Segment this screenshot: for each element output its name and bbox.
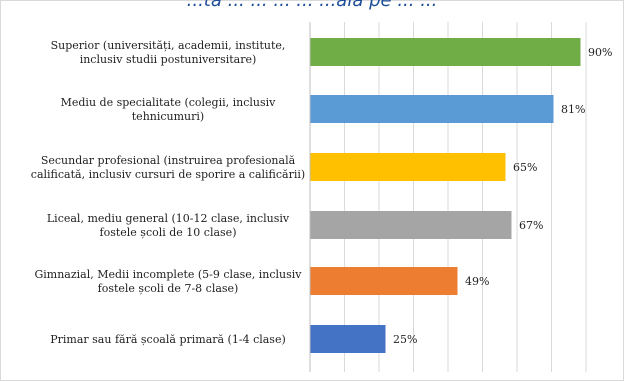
data-label-3: 67% [519, 219, 543, 232]
bar-2 [310, 153, 506, 181]
bar-3 [310, 211, 512, 239]
category-label-5: Primar sau fără școală primară (1-4 clas… [50, 333, 286, 346]
category-label-3-line-1: fostele școli de 10 clase) [100, 226, 237, 239]
category-label-5-line-0: Primar sau fără școală primară (1-4 clas… [50, 333, 286, 346]
category-label-0: Superior (universități, academii, instit… [51, 39, 286, 66]
category-label-2-line-0: Secundar profesional (instruirea profesi… [41, 154, 296, 167]
category-label-0-line-1: inclusiv studii postuniversitare) [80, 53, 257, 66]
grid-layer [309, 22, 587, 372]
data-label-5: 25% [393, 333, 417, 346]
bar-layer [310, 38, 581, 353]
category-label-1: Mediu de specialitate (colegii, inclusiv… [61, 96, 277, 123]
category-label-4-line-0: Gimnazial, Medii incomplete (5-9 clase, … [34, 268, 302, 281]
category-label-2-line-1: calificată, inclusiv cursuri de sporire … [31, 168, 305, 181]
chart-title-fragment: ...ta ... ... ... ... ...ală pe ... ... [186, 0, 438, 11]
bar-5 [310, 325, 386, 353]
label-layer: 90% Superior (universități, academii, ins… [31, 39, 613, 346]
bar-1 [310, 95, 554, 123]
category-label-3: Liceal, mediu general (10-12 clase, incl… [47, 212, 290, 239]
category-label-3-line-0: Liceal, mediu general (10-12 clase, incl… [47, 212, 290, 225]
category-label-1-line-0: Mediu de specialitate (colegii, inclusiv [61, 96, 277, 109]
data-label-4: 49% [465, 275, 489, 288]
chart-title-strip: ...ta ... ... ... ... ...ală pe ... ... [0, 0, 624, 18]
data-label-1: 81% [561, 103, 585, 116]
data-label-2: 65% [513, 161, 537, 174]
category-label-0-line-0: Superior (universități, academii, instit… [51, 39, 286, 52]
category-label-4-line-1: fostele școli de 7-8 clase) [98, 282, 239, 295]
bar-4 [310, 267, 458, 295]
data-label-0: 90% [588, 46, 612, 59]
category-label-1-line-1: tehnicumuri) [132, 110, 204, 123]
bar-0 [310, 38, 581, 66]
category-label-4: Gimnazial, Medii incomplete (5-9 clase, … [34, 268, 302, 295]
category-label-2: Secundar profesional (instruirea profesi… [31, 154, 305, 181]
